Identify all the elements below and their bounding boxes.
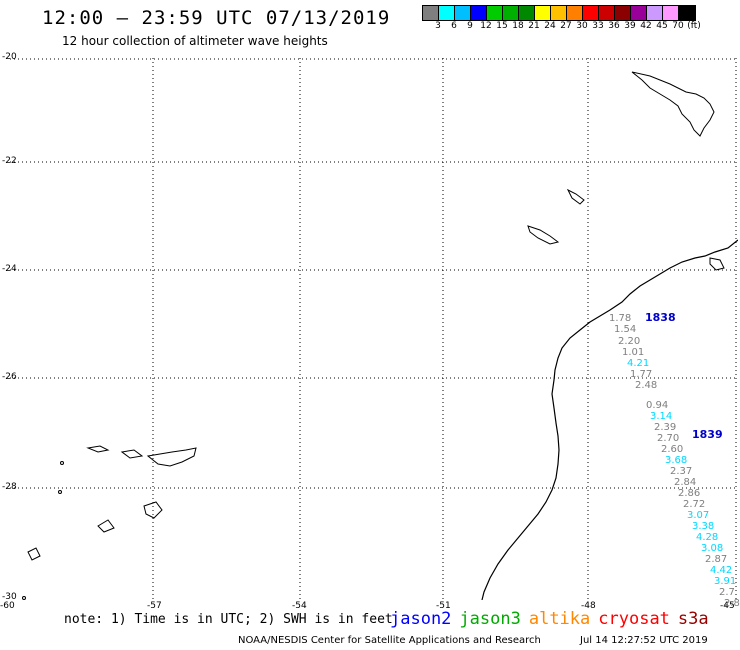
swh-value: 3.08 — [701, 543, 724, 554]
swh-value: 3.14 — [650, 411, 673, 422]
lon-label: -54 — [292, 601, 307, 611]
colorbar-swatch — [567, 6, 583, 20]
colorbar-swatch — [583, 6, 599, 20]
colorbar-label: 18 — [512, 21, 524, 31]
colorbar-swatch — [663, 6, 679, 20]
swh-value: 2.84 — [674, 477, 697, 488]
colorbar-label: 24 — [544, 21, 556, 31]
lon-label: -60 — [0, 601, 15, 611]
satellite-legend-item: altika — [528, 609, 591, 629]
islands — [22, 71, 715, 600]
colorbar-swatch — [647, 6, 663, 20]
colorbar-swatch — [439, 6, 455, 20]
satellite-legend: jason2 jason3 altika cryosat s3a — [390, 609, 717, 629]
generated-timestamp: Jul 14 12:27:52 UTC 2019 — [580, 635, 708, 646]
colorbar-swatch — [551, 6, 567, 20]
colorbar-swatch — [519, 6, 535, 20]
swh-value: 2.8 — [724, 598, 740, 609]
colorbar-swatch — [487, 6, 503, 20]
colorbar-label: 70 — [672, 21, 684, 31]
footer-note: note: 1) Time is in UTC; 2) SWH is in fe… — [64, 612, 393, 627]
map-grid — [10, 58, 738, 600]
swh-value: 3.91 — [714, 576, 737, 587]
credit-line: NOAA/NESDIS Center for Satellite Applica… — [238, 635, 541, 646]
lagoon-outline — [709, 257, 725, 271]
colorbar-swatch — [503, 6, 519, 20]
lat-label: -20 — [2, 52, 17, 62]
colorbar-swatch — [455, 6, 471, 20]
swh-value: 0.94 — [646, 400, 669, 411]
map-plot — [10, 58, 738, 600]
lat-label: -30 — [2, 592, 17, 602]
colorbar-swatch — [631, 6, 647, 20]
colorbar-label: 36 — [608, 21, 620, 31]
swh-value: 2.87 — [705, 554, 728, 565]
wave-height-colorbar — [422, 5, 696, 21]
swh-value: 4.21 — [627, 358, 650, 369]
swh-value: 1.01 — [622, 347, 645, 358]
pass-label: 1838 — [645, 311, 676, 324]
colorbar-swatch — [535, 6, 551, 20]
colorbar-label: 27 — [560, 21, 572, 31]
colorbar-swatch — [471, 6, 487, 20]
swh-value: 2.20 — [618, 336, 641, 347]
colorbar-label: 33 — [592, 21, 604, 31]
colorbar-swatch — [599, 6, 615, 20]
colorbar-label: 9 — [467, 21, 473, 31]
colorbar-label: (ft) — [687, 21, 701, 31]
colorbar-label: 15 — [496, 21, 508, 31]
swh-value: 3.68 — [665, 455, 688, 466]
colorbar-label: 3 — [435, 21, 441, 31]
colorbar-label: 12 — [480, 21, 492, 31]
coastline — [481, 239, 738, 600]
swh-value: 2.60 — [661, 444, 684, 455]
swh-value: 2.7 — [719, 587, 735, 598]
swh-value: 2.48 — [635, 380, 658, 391]
swh-value: 2.39 — [654, 422, 677, 433]
map-title: 12:00 – 23:59 UTC 07/13/2019 — [42, 7, 391, 29]
colorbar-label: 30 — [576, 21, 588, 31]
swh-value: 3.38 — [692, 521, 715, 532]
colorbar-label: 42 — [640, 21, 652, 31]
lon-label: -45 — [720, 601, 735, 611]
colorbar-swatch — [423, 6, 439, 20]
swh-value: 2.37 — [670, 466, 693, 477]
satellite-legend-item: jason2 — [390, 609, 452, 629]
lon-label: -48 — [581, 601, 596, 611]
colorbar-swatch — [679, 6, 695, 20]
swh-value: 3.07 — [687, 510, 710, 521]
colorbar-label: 45 — [656, 21, 668, 31]
satellite-legend-item: s3a — [677, 609, 709, 629]
swh-value: 4.42 — [710, 565, 733, 576]
swh-value: 2.86 — [678, 488, 701, 499]
swh-value: 2.70 — [657, 433, 680, 444]
satellite-legend-item: cryosat — [598, 609, 670, 629]
lat-label: -28 — [2, 482, 17, 492]
lat-label: -22 — [2, 156, 17, 166]
swh-value: 2.72 — [683, 499, 706, 510]
swh-value: 1.78 — [609, 313, 632, 324]
pass-label: 1839 — [692, 428, 723, 441]
satellite-legend-item: jason3 — [459, 609, 521, 629]
lon-label: -51 — [436, 601, 451, 611]
swh-value: 4.28 — [696, 532, 719, 543]
colorbar-label: 6 — [451, 21, 457, 31]
colorbar-swatch — [615, 6, 631, 20]
map-subtitle: 12 hour collection of altimeter wave hei… — [62, 34, 328, 48]
lat-label: -24 — [2, 264, 17, 274]
swh-value: 1.77 — [630, 369, 653, 380]
colorbar-label: 39 — [624, 21, 636, 31]
swh-value: 1.54 — [614, 324, 637, 335]
colorbar-label: 21 — [528, 21, 540, 31]
lat-label: -26 — [2, 372, 17, 382]
lon-label: -57 — [147, 601, 162, 611]
